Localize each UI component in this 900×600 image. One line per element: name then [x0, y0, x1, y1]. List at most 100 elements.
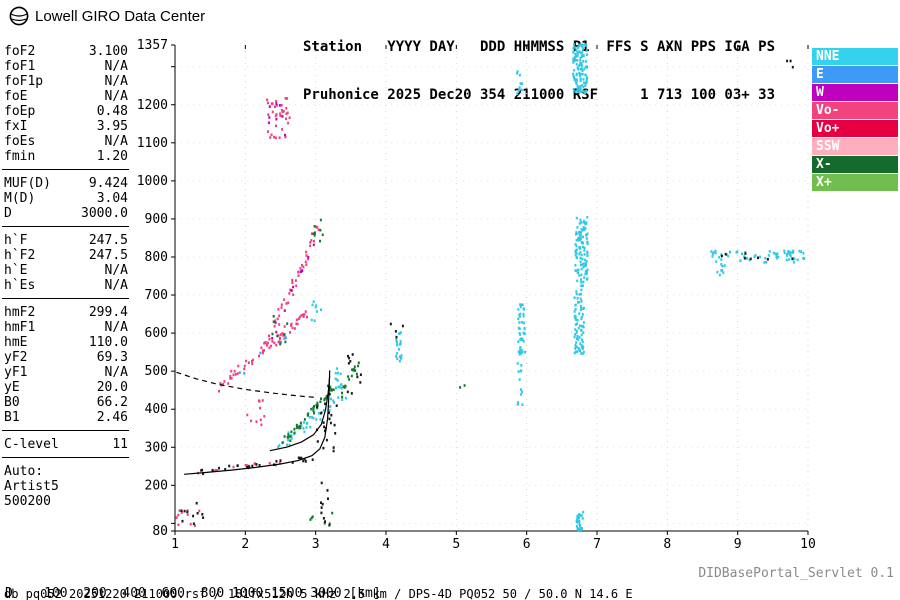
echo-point: [313, 411, 316, 415]
echo-point: [290, 322, 293, 326]
echo-point: [277, 445, 280, 449]
echo-point: [519, 312, 522, 316]
echo-point: [275, 460, 278, 463]
echo-point: [268, 461, 271, 465]
param-value: 110.0: [88, 335, 128, 350]
y-tick-label: 500: [145, 364, 168, 379]
echo-point: [581, 72, 584, 76]
echo-point: [275, 117, 278, 121]
echo-point: [198, 509, 201, 513]
y-tick-label: 700: [145, 288, 168, 303]
echo-point: [716, 270, 719, 274]
echo-point: [520, 321, 523, 324]
echo-point: [577, 50, 580, 54]
echo-point: [350, 374, 353, 378]
echo-point: [312, 416, 315, 420]
echo-point: [763, 261, 766, 264]
echo-point: [305, 250, 308, 254]
echo-point: [278, 314, 281, 318]
echo-point: [230, 377, 233, 380]
echo-point: [788, 251, 791, 255]
echo-point: [574, 269, 577, 272]
echo-point: [291, 326, 294, 330]
echo-point: [295, 284, 298, 288]
param-label: B0: [4, 395, 20, 410]
echo-point: [275, 104, 278, 107]
echo-point: [305, 263, 308, 266]
echo-point: [312, 300, 315, 303]
echo-point: [337, 371, 340, 375]
echo-point: [324, 402, 327, 406]
param-value: 3.04: [96, 191, 128, 206]
echo-point: [715, 260, 718, 263]
echo-point: [578, 90, 580, 93]
echo-point: [283, 325, 286, 328]
echo-point: [711, 252, 714, 256]
echo-point: [303, 430, 306, 434]
echo-point: [348, 378, 351, 381]
echo-point: [579, 85, 582, 88]
y-tick-label: 300: [145, 440, 168, 455]
echo-point: [322, 446, 325, 450]
param-row-foe: foE N/A: [4, 89, 128, 104]
echo-point: [266, 341, 269, 345]
echo-point: [318, 412, 320, 415]
echo-point: [267, 101, 269, 105]
echo-point: [774, 252, 777, 256]
echo-point: [572, 46, 575, 50]
param-row-fof1: foF1 N/A: [4, 59, 128, 74]
echo-point: [336, 379, 339, 382]
echo-point: [574, 308, 577, 311]
echo-point: [576, 85, 579, 88]
echo-point: [579, 237, 582, 240]
echo-point: [573, 77, 576, 81]
echo-point: [305, 426, 308, 429]
echo-point: [333, 401, 335, 404]
echo-point: [459, 386, 462, 389]
echo-point: [193, 524, 196, 527]
echo-point: [583, 276, 586, 279]
echo-point: [585, 65, 588, 68]
echo-point: [243, 364, 246, 368]
echo-point: [576, 297, 579, 300]
echo-point: [765, 261, 768, 264]
echo-point: [275, 113, 278, 116]
echo-point: [324, 520, 326, 523]
echo-point: [350, 392, 353, 395]
echo-point: [574, 263, 577, 267]
param-label: yF2: [4, 350, 28, 365]
echo-point: [583, 258, 586, 262]
echo-point: [292, 285, 295, 289]
echo-point: [279, 459, 282, 462]
echo-point: [574, 52, 577, 56]
echo-point: [582, 262, 585, 266]
echo-point: [268, 105, 271, 108]
echo-point: [279, 112, 282, 115]
echo-point: [280, 303, 283, 306]
echo-point: [718, 273, 721, 277]
echo-point: [281, 110, 284, 114]
echo-point: [186, 510, 189, 514]
echo-point: [395, 335, 398, 339]
echo-point: [572, 50, 575, 54]
echo-point: [518, 315, 521, 318]
echo-point: [577, 67, 580, 70]
echo-point: [582, 59, 585, 63]
echo-point: [316, 401, 319, 405]
echo-point: [575, 331, 578, 334]
echo-point: [579, 342, 582, 346]
echo-point: [574, 323, 577, 326]
echo-point: [580, 52, 583, 55]
echo-point: [290, 324, 292, 327]
x-tick-label: 10: [800, 537, 816, 552]
echo-point: [575, 73, 578, 77]
echo-point: [267, 121, 270, 125]
echo-point: [792, 261, 795, 264]
echo-point: [324, 429, 326, 433]
echo-point: [582, 345, 585, 349]
echo-point: [524, 350, 527, 354]
echo-point: [581, 45, 584, 49]
echo-point: [178, 509, 181, 512]
echo-point: [580, 292, 582, 296]
echo-point: [319, 218, 322, 222]
